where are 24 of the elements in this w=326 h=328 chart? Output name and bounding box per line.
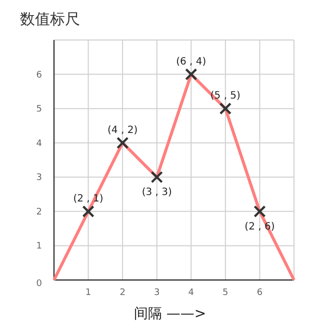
- annotation: (3 , 3): [142, 187, 172, 198]
- x-tick-label: 2: [120, 288, 126, 298]
- y-tick-label: 3: [36, 173, 42, 184]
- y-tick-label: 6: [36, 70, 42, 80]
- y-tick-label: 1: [36, 242, 42, 252]
- chart-title: 数值标尺: [20, 10, 80, 28]
- point: [185, 68, 198, 80]
- y-tick-label: 5: [36, 104, 42, 115]
- point: [150, 171, 163, 184]
- x-tick-label: 1: [85, 288, 92, 298]
- x-tick-label: 4: [188, 288, 194, 298]
- annotation: (6 , 4): [176, 56, 206, 68]
- point: [254, 205, 266, 218]
- y-tick-label: 0: [36, 279, 42, 289]
- point: [82, 205, 94, 218]
- x-tick-label: 6: [256, 288, 263, 298]
- y-tick-label: 2: [36, 207, 42, 218]
- x-axis-title: 间隔 ——>: [134, 306, 206, 322]
- annotation: (4 , 2): [108, 124, 138, 136]
- x-tick-label: 3: [154, 288, 160, 298]
- point: [219, 102, 232, 115]
- point: [116, 136, 129, 149]
- x-tick-label: 5: [222, 288, 228, 298]
- y-tick-label: 4: [36, 138, 42, 149]
